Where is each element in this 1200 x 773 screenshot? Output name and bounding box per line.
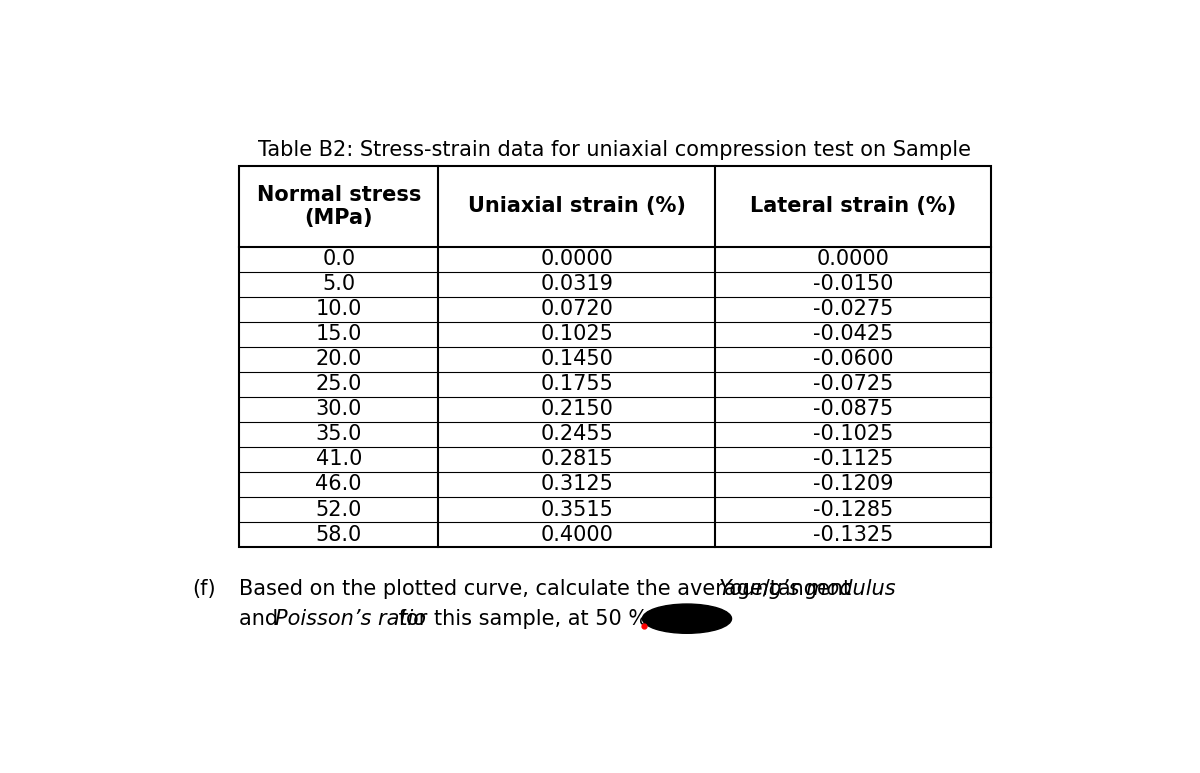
Text: -0.0875: -0.0875 (812, 400, 893, 420)
Text: 10.0: 10.0 (316, 299, 362, 319)
Text: 0.0000: 0.0000 (816, 249, 889, 269)
Text: 15.0: 15.0 (316, 325, 362, 344)
Text: -0.1325: -0.1325 (812, 525, 893, 544)
Text: 0.2150: 0.2150 (540, 400, 613, 420)
Text: and: and (239, 608, 284, 628)
Text: -0.1125: -0.1125 (812, 449, 893, 469)
Text: 0.3515: 0.3515 (540, 499, 613, 519)
Text: Poisson’s ratio: Poisson’s ratio (275, 608, 426, 628)
Text: 58.0: 58.0 (316, 525, 362, 544)
Text: 35.0: 35.0 (316, 424, 362, 444)
Ellipse shape (642, 604, 732, 633)
Text: -0.0275: -0.0275 (812, 299, 893, 319)
Text: 30.0: 30.0 (316, 400, 362, 420)
Text: -0.0425: -0.0425 (812, 325, 893, 344)
Bar (239, 166, 991, 547)
Text: 0.1755: 0.1755 (540, 374, 613, 394)
Text: 20.0: 20.0 (316, 349, 362, 369)
Text: Lateral strain (%): Lateral strain (%) (750, 196, 956, 216)
Text: Young’s modulus: Young’s modulus (719, 580, 895, 599)
Text: -0.0725: -0.0725 (812, 374, 893, 394)
Text: 25.0: 25.0 (316, 374, 362, 394)
Text: 0.2815: 0.2815 (540, 449, 613, 469)
Text: 41.0: 41.0 (316, 449, 362, 469)
Text: (f): (f) (193, 580, 216, 599)
Text: 0.1450: 0.1450 (540, 349, 613, 369)
Text: -0.1285: -0.1285 (812, 499, 893, 519)
Text: 0.0319: 0.0319 (540, 274, 613, 295)
Text: -0.0150: -0.0150 (812, 274, 893, 295)
Text: -0.0600: -0.0600 (812, 349, 893, 369)
Text: for this sample, at 50 % UCS?: for this sample, at 50 % UCS? (391, 608, 715, 628)
Text: 46.0: 46.0 (316, 475, 362, 495)
Text: -0.1209: -0.1209 (812, 475, 893, 495)
Text: 0.0720: 0.0720 (540, 299, 613, 319)
Text: 52.0: 52.0 (316, 499, 362, 519)
Text: Table B2: Stress-strain data for uniaxial compression test on Sample: Table B2: Stress-strain data for uniaxia… (258, 140, 972, 160)
Text: Normal stress
(MPa): Normal stress (MPa) (257, 185, 421, 228)
Text: 0.0000: 0.0000 (540, 249, 613, 269)
Text: 0.4000: 0.4000 (540, 525, 613, 544)
Text: Uniaxial strain (%): Uniaxial strain (%) (468, 196, 685, 216)
Text: 0.3125: 0.3125 (540, 475, 613, 495)
Text: 0.2455: 0.2455 (540, 424, 613, 444)
Text: 5.0: 5.0 (322, 274, 355, 295)
Text: 0.1025: 0.1025 (540, 325, 613, 344)
Text: -0.1025: -0.1025 (812, 424, 893, 444)
Text: Based on the plotted curve, calculate the average/tangent: Based on the plotted curve, calculate th… (239, 580, 858, 599)
Text: 0.0: 0.0 (322, 249, 355, 269)
